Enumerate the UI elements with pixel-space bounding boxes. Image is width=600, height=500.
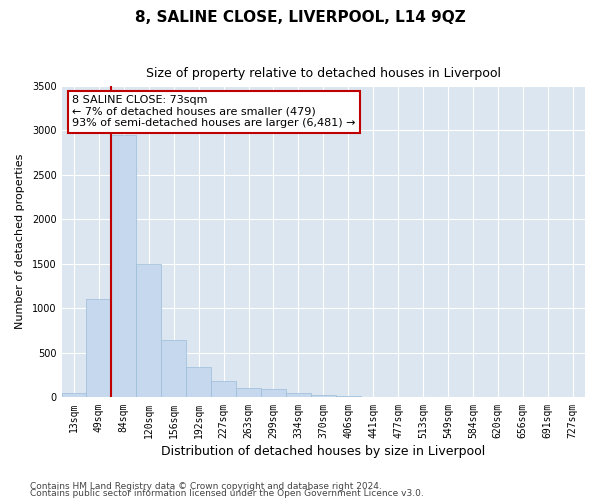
Bar (236, 388, 261, 398)
Y-axis label: Number of detached properties: Number of detached properties (15, 154, 25, 330)
Text: 8 SALINE CLOSE: 73sqm
← 7% of detached houses are smaller (479)
93% of semi-deta: 8 SALINE CLOSE: 73sqm ← 7% of detached h… (72, 95, 356, 128)
Bar (112, 135, 136, 398)
Text: Contains HM Land Registry data © Crown copyright and database right 2024.: Contains HM Land Registry data © Crown c… (30, 482, 382, 491)
Bar (186, 367, 211, 398)
Bar (261, 390, 286, 398)
Text: Contains public sector information licensed under the Open Government Licence v3: Contains public sector information licen… (30, 489, 424, 498)
Bar (386, 397, 410, 398)
Bar (361, 396, 386, 398)
Bar (311, 395, 336, 398)
Bar (161, 340, 186, 398)
Bar (336, 396, 361, 398)
Bar (136, 264, 161, 398)
Bar (86, 298, 112, 398)
Bar (286, 394, 311, 398)
Bar (211, 381, 236, 398)
X-axis label: Distribution of detached houses by size in Liverpool: Distribution of detached houses by size … (161, 444, 485, 458)
Title: Size of property relative to detached houses in Liverpool: Size of property relative to detached ho… (146, 68, 501, 80)
Bar (62, 392, 86, 398)
Text: 8, SALINE CLOSE, LIVERPOOL, L14 9QZ: 8, SALINE CLOSE, LIVERPOOL, L14 9QZ (134, 10, 466, 25)
